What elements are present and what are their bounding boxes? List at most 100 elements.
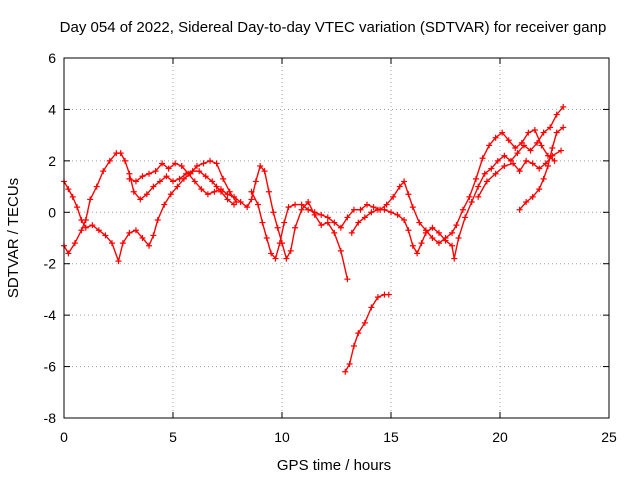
data-point [361,214,368,221]
data-point [409,242,416,249]
data-point [178,163,185,169]
grid-lines [64,58,609,418]
data-point [459,206,466,213]
data-point [516,168,523,175]
data-point [540,129,547,136]
data-point [357,206,364,213]
data-point [374,206,381,213]
data-point [65,186,72,193]
data-point [449,229,456,236]
data-point [292,201,299,208]
data-point [348,229,355,236]
data-point [355,330,362,337]
data-point [364,201,371,208]
data-point [435,229,442,236]
data-point [165,165,172,172]
data-point [462,214,469,221]
data-point [305,206,312,213]
data-point [435,240,442,247]
data-point [211,188,218,195]
data-point [505,137,512,144]
data-point [95,227,102,234]
data-point [276,240,283,247]
data-point [388,209,394,216]
data-point [475,193,482,200]
data-point [170,178,176,185]
data-point [368,304,375,311]
data-point [483,178,490,185]
data-point [281,219,288,226]
data-point [451,255,458,262]
data-point [488,165,495,172]
data-point [523,157,530,164]
data-series [61,103,567,375]
data-point [318,211,325,218]
data-point [248,188,255,195]
data-point [486,142,493,149]
data-point [257,163,264,169]
data-point [311,209,318,216]
data-point [385,291,392,298]
data-point [298,201,305,208]
data-point [551,157,558,164]
data-point [523,199,530,205]
plot-border [63,57,610,419]
data-point [534,139,541,146]
data-point [106,157,113,164]
data-point [429,224,436,231]
data-point [255,201,262,208]
data-point [287,247,294,254]
data-point [292,224,299,231]
data-point [152,168,159,175]
data-point [119,240,126,247]
y-tick-label: -2 [44,256,57,272]
data-point [350,206,357,213]
data-point [213,160,220,167]
data-point [499,129,506,136]
data-point [538,142,545,149]
data-point [261,168,268,175]
y-tick-label: -6 [44,359,57,375]
data-point [185,170,192,177]
data-point [274,224,281,231]
data-point [475,183,482,190]
data-point [108,240,115,247]
data-point [71,240,78,247]
data-point [449,242,456,249]
x-tick-label: 5 [169,429,177,445]
x-tick-label: 0 [60,429,68,445]
data-point [100,168,107,175]
data-point [102,232,109,239]
data-point [370,204,377,211]
data-point [381,206,388,213]
data-point [355,219,362,226]
data-point [65,250,72,257]
data-point [150,183,157,190]
x-axis-label: GPS time / hours [277,457,391,474]
data-point [510,160,517,167]
y-axis-label: SDTVAR / TECUs [5,178,22,298]
data-point [180,175,187,182]
data-point [531,127,538,133]
data-point [213,183,220,190]
data-point [156,178,163,185]
data-point [217,186,224,193]
data-point [560,103,567,110]
data-point [139,235,146,241]
data-point [481,170,488,177]
series-c [126,160,351,283]
data-point [122,157,129,164]
data-point [237,199,244,205]
data-point [126,229,133,236]
data-point [137,196,144,203]
data-point [501,152,508,159]
data-point [350,343,357,349]
data-point [429,235,436,241]
data-point [544,163,551,169]
data-point [163,173,170,180]
data-point [331,229,338,236]
data-point [342,368,349,375]
data-point [337,247,344,254]
data-point [455,235,462,241]
data-point [161,201,168,208]
